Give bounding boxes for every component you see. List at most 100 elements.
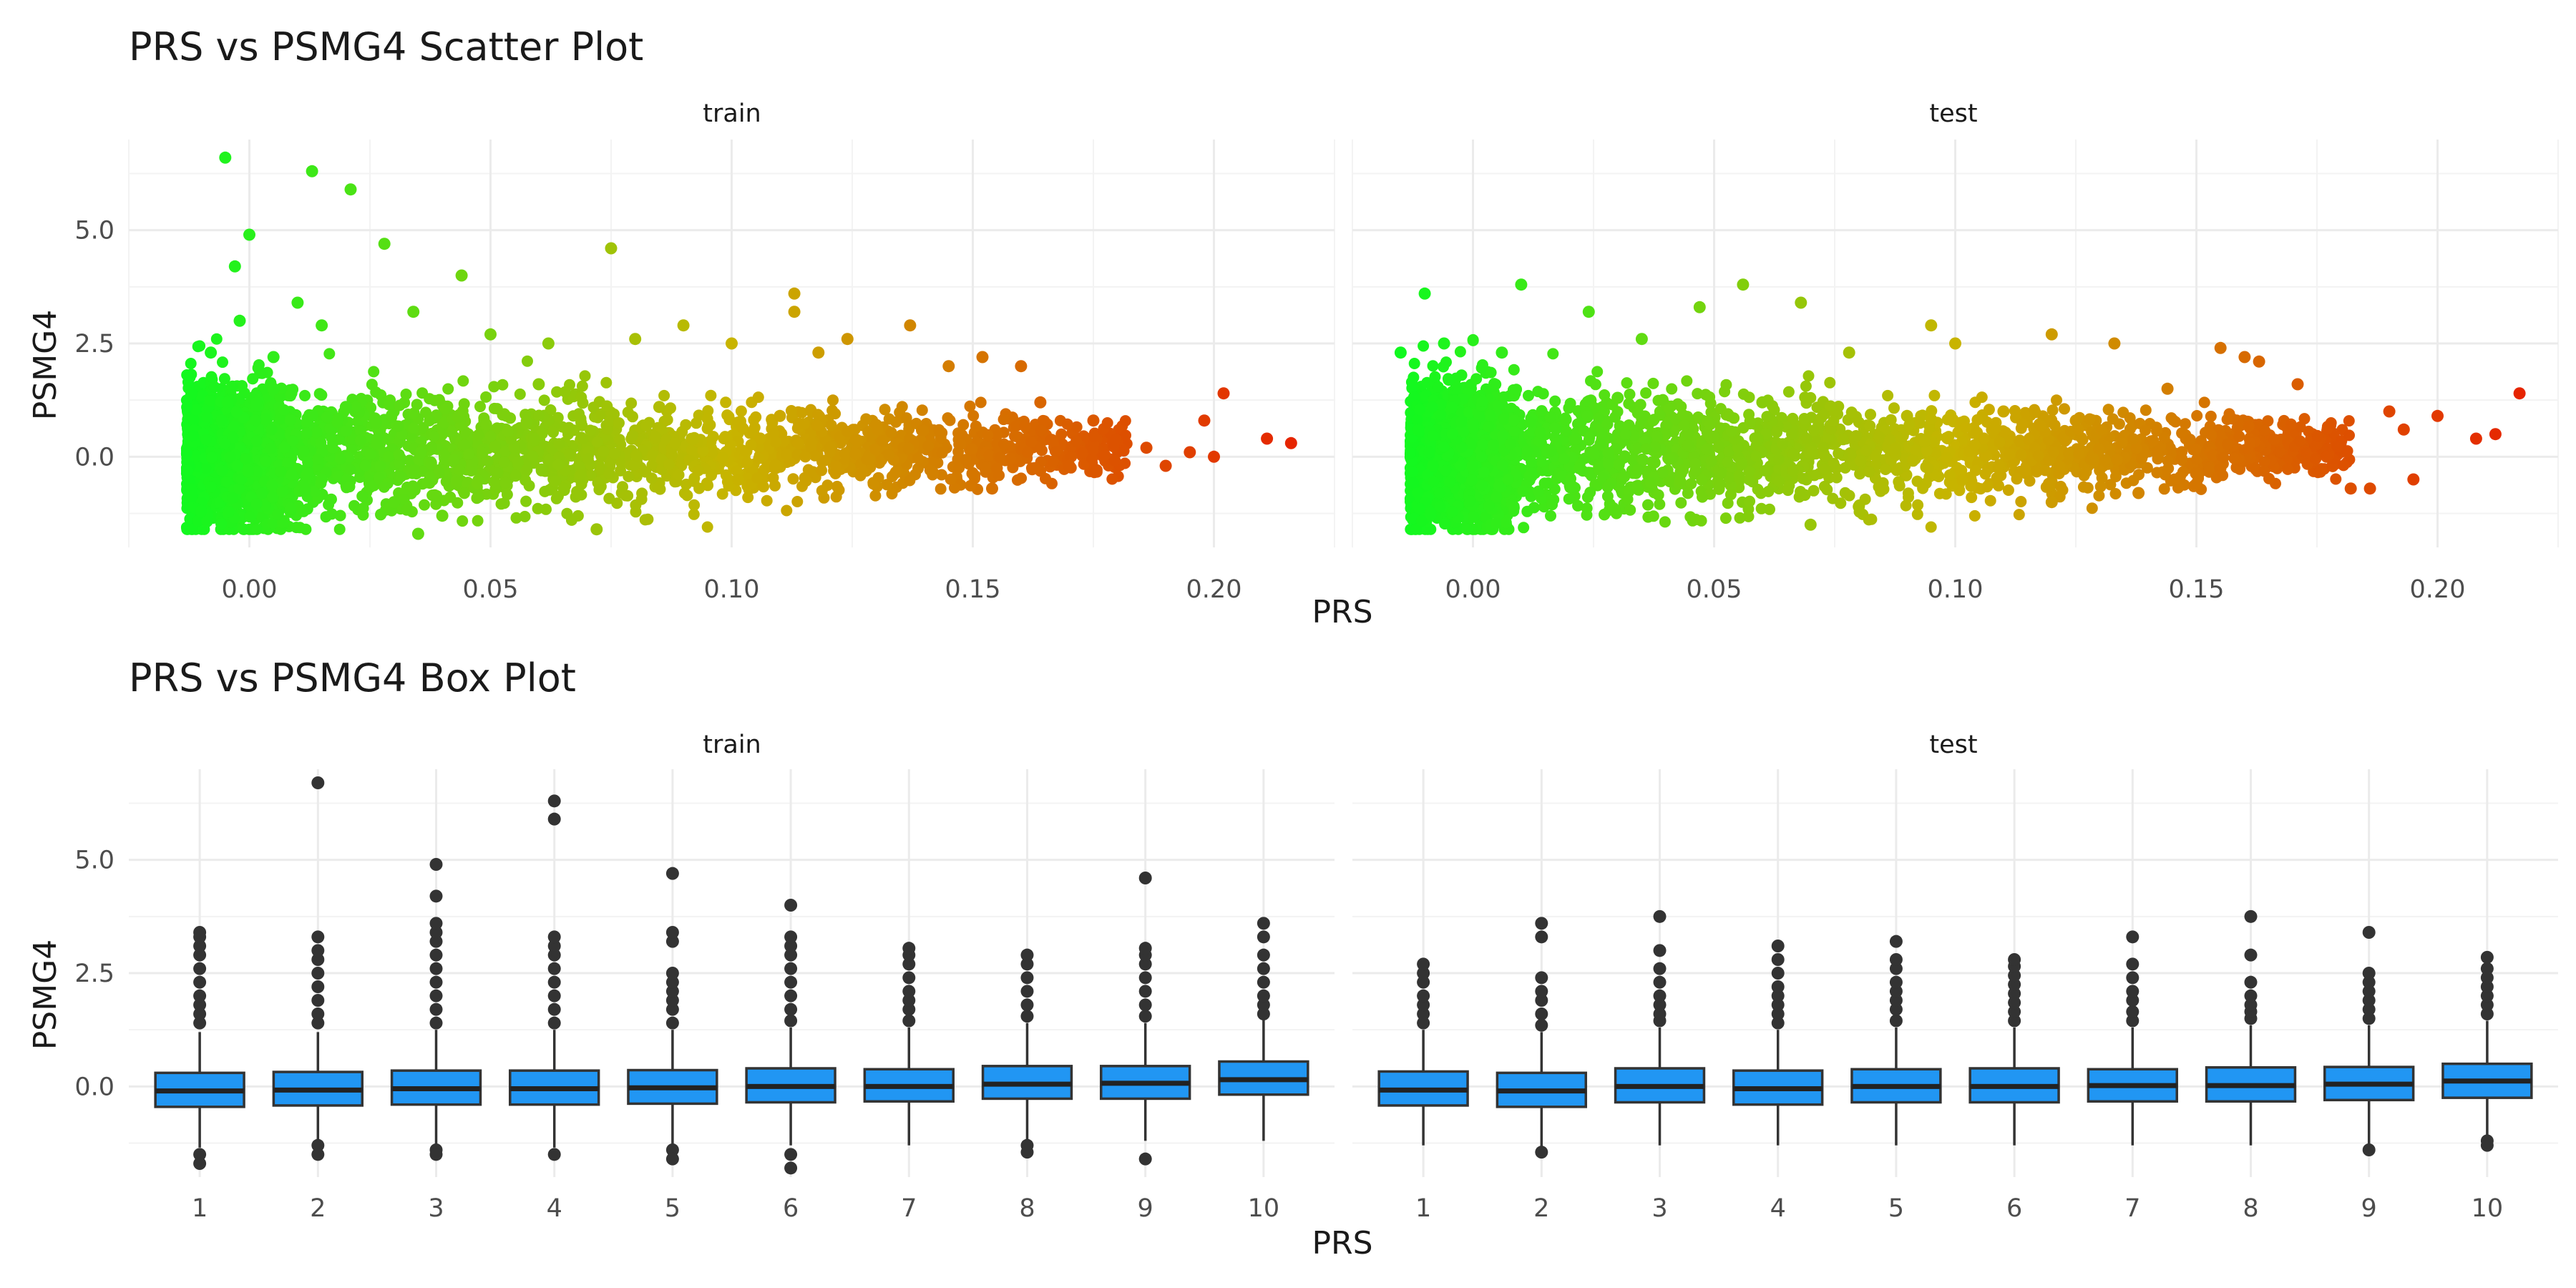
scatter-x-tick-label: 0.00 bbox=[222, 575, 278, 604]
scatter-point bbox=[510, 512, 522, 524]
scatter-point bbox=[260, 413, 271, 425]
scatter-point bbox=[221, 396, 233, 409]
scatter-point bbox=[816, 464, 828, 477]
scatter-point bbox=[849, 448, 862, 460]
scatter-point bbox=[457, 375, 469, 387]
scatter-point bbox=[883, 413, 895, 425]
scatter-point bbox=[344, 183, 357, 196]
scatter-x-tick-label: 0.00 bbox=[1445, 575, 1501, 604]
scatter-point bbox=[439, 402, 452, 414]
scatter-point bbox=[886, 488, 898, 499]
scatter-point bbox=[395, 471, 407, 483]
scatter-point bbox=[1025, 436, 1038, 448]
scatter-point bbox=[538, 394, 550, 406]
scatter-point bbox=[313, 388, 326, 400]
scatter-point bbox=[553, 438, 565, 450]
scatter-point bbox=[572, 487, 584, 499]
scatter-point bbox=[343, 481, 356, 493]
scatter-point bbox=[1087, 444, 1099, 456]
scatter-point bbox=[975, 396, 987, 409]
scatter-point bbox=[306, 165, 318, 177]
scatter-point bbox=[593, 484, 605, 496]
scatter-point bbox=[953, 462, 965, 474]
scatter-point bbox=[491, 422, 503, 434]
scatter-point bbox=[615, 464, 627, 477]
scatter-point bbox=[681, 489, 693, 502]
scatter-point bbox=[433, 467, 445, 479]
scatter-point bbox=[228, 421, 240, 433]
scatter-point bbox=[287, 384, 299, 396]
scatter-point bbox=[182, 464, 194, 477]
scatter-point bbox=[1076, 447, 1088, 459]
scatter-point bbox=[781, 504, 793, 517]
scatter-point bbox=[181, 401, 193, 413]
scatter-point bbox=[299, 485, 311, 497]
scatter-point bbox=[626, 430, 638, 441]
scatter-point bbox=[1022, 447, 1034, 459]
scatter-point bbox=[408, 422, 420, 434]
scatter-point bbox=[1720, 379, 1732, 391]
scatter-point bbox=[585, 424, 596, 436]
scatter-point bbox=[408, 464, 420, 476]
scatter-point bbox=[993, 469, 1005, 482]
scatter-point bbox=[812, 409, 824, 421]
scatter-point bbox=[282, 457, 294, 468]
scatter-point bbox=[455, 269, 468, 282]
scatter-point bbox=[233, 482, 245, 494]
scatter-point bbox=[332, 412, 344, 424]
scatter-point bbox=[230, 406, 243, 418]
scatter-point bbox=[326, 508, 338, 520]
scatter-point bbox=[1208, 450, 1220, 463]
scatter-point bbox=[1198, 414, 1211, 427]
scatter-point bbox=[1549, 395, 1561, 407]
scatter-point bbox=[933, 424, 945, 436]
scatter-point bbox=[665, 402, 676, 414]
scatter-point bbox=[457, 405, 469, 417]
scatter-point bbox=[527, 450, 539, 462]
scatter-point bbox=[291, 296, 304, 309]
scatter-point bbox=[788, 306, 801, 318]
scatter-point bbox=[266, 479, 278, 491]
scatter-point bbox=[359, 459, 371, 472]
scatter-point bbox=[250, 435, 263, 447]
scatter-point bbox=[726, 337, 738, 350]
scatter-x-tick-label: 0.10 bbox=[704, 575, 760, 604]
scatter-point bbox=[688, 499, 701, 511]
scatter-point bbox=[284, 414, 296, 426]
scatter-point bbox=[927, 469, 939, 481]
scatter-point bbox=[798, 418, 810, 430]
scatter-point bbox=[980, 462, 991, 474]
scatter-point bbox=[881, 479, 893, 491]
scatter-point bbox=[208, 381, 220, 393]
scatter-point bbox=[255, 487, 268, 499]
scatter-point bbox=[998, 438, 1010, 450]
scatter-point bbox=[520, 418, 532, 430]
scatter-point bbox=[501, 489, 513, 501]
scatter-point bbox=[976, 351, 989, 364]
scatter-point bbox=[623, 470, 635, 482]
scatter-point bbox=[733, 474, 745, 486]
scatter-point bbox=[824, 441, 836, 452]
scatter-point bbox=[754, 432, 766, 444]
scatter-point bbox=[463, 448, 475, 460]
scatter-point bbox=[378, 481, 390, 493]
scatter-x-tick-label: 0.05 bbox=[463, 575, 519, 604]
scatter-point bbox=[195, 504, 208, 517]
scatter-point bbox=[1467, 333, 1479, 346]
scatter-point bbox=[2013, 509, 2025, 521]
scatter-point bbox=[228, 260, 241, 273]
scatter-point bbox=[201, 411, 213, 424]
scatter-point bbox=[960, 454, 972, 466]
scatter-point bbox=[1035, 424, 1047, 436]
scatter-point bbox=[825, 419, 837, 431]
scatter-point bbox=[411, 527, 424, 540]
scatter-point bbox=[799, 451, 811, 463]
scatter-point bbox=[265, 424, 278, 436]
scatter-point bbox=[605, 242, 618, 255]
scatter-point bbox=[383, 451, 394, 463]
scatter-point bbox=[1654, 498, 1666, 510]
scatter-point bbox=[673, 469, 685, 481]
scatter-point bbox=[306, 409, 318, 421]
scatter-point bbox=[265, 442, 277, 454]
scatter-point bbox=[415, 447, 427, 459]
